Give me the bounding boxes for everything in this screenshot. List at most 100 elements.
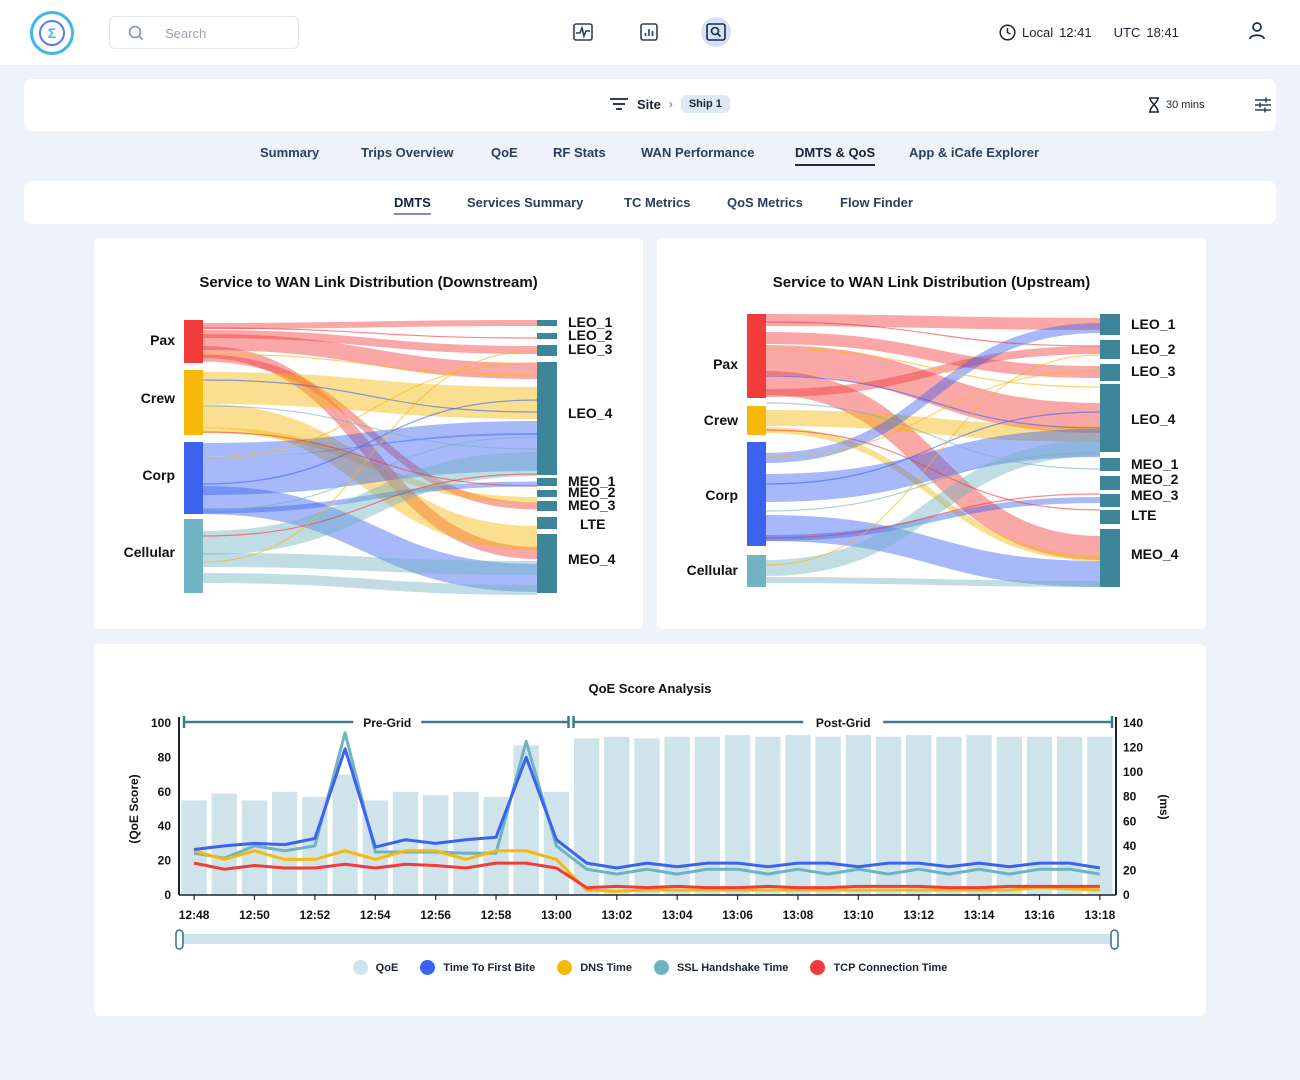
tab-qoe[interactable]: QoE (491, 145, 518, 160)
sankey-upstream-source-label: Pax (713, 356, 738, 372)
chart-legend: QoE Time To First Bite DNS Time SSL Hand… (94, 960, 1206, 975)
sankey-upstream-link (765, 493, 1101, 539)
qoe-bar (332, 774, 358, 895)
legend-item-dns[interactable]: DNS Time (557, 960, 632, 975)
sankey-upstream-target-label: LEO_4 (1131, 411, 1176, 427)
time-range-label: 30 mins (1166, 99, 1205, 111)
clock-display: Local 12:41 UTC 18:41 (999, 24, 1179, 41)
sankey-upstream-target-label: LEO_1 (1131, 316, 1176, 332)
tab-dmts-qos[interactable]: DMTS & QoS (795, 145, 876, 166)
sankey-downstream-title: Service to WAN Link Distribution (Downst… (199, 274, 538, 291)
sankey-downstream-target-label: LEO_4 (568, 405, 613, 421)
sankey-downstream-target-label: LEO_1 (568, 314, 613, 330)
sankey-upstream-source-label: Cellular (687, 562, 739, 578)
chevron-right-icon: › (668, 97, 673, 111)
sankey-upstream-link (765, 321, 1101, 347)
subtab-qos-metrics[interactable]: QoS Metrics (727, 195, 803, 210)
x-tick-label: 12:58 (481, 908, 512, 922)
sankey-downstream-source-node (184, 370, 203, 435)
search-input[interactable] (165, 23, 290, 43)
app-logo[interactable]: Σ (30, 11, 74, 55)
sankey-upstream-target-label: MEO_1 (1131, 456, 1179, 472)
sankey-downstream-link (202, 362, 538, 459)
subtab-services-summary[interactable]: Services Summary (467, 195, 584, 210)
legend-item-tcp[interactable]: TCP Connection Time (810, 960, 947, 975)
subtab-flow-finder[interactable]: Flow Finder (840, 195, 913, 210)
search-box[interactable] (109, 16, 299, 49)
subtab-tc-metrics[interactable]: TC Metrics (624, 195, 691, 210)
y-left-axis-label: (QoE Score) (127, 774, 141, 843)
filter-bar: Site › Ship 1 30 mins (24, 79, 1276, 131)
legend-item-ttfb[interactable]: Time To First Bite (420, 960, 535, 975)
sankey-upstream-target-label: LEO_2 (1131, 341, 1176, 357)
main-tabs: Summary Trips Overview QoE RF Stats WAN … (0, 145, 1300, 169)
sankey-upstream-flow (765, 577, 1101, 587)
tab-wan-performance[interactable]: WAN Performance (641, 145, 755, 160)
activity-icon[interactable] (568, 17, 598, 47)
qoe-bar (755, 736, 781, 895)
y-left-tick-label: 40 (158, 819, 172, 833)
sankey-downstream-target-label: MEO_3 (568, 497, 616, 513)
sankey-upstream-target-node (1100, 494, 1120, 507)
sankey-downstream-target-label: LTE (580, 516, 605, 532)
top-bar: Σ Local 12:41 UTC 18:41 (0, 0, 1300, 65)
sankey-upstream-target-node (1100, 476, 1120, 490)
sankey-upstream-target-label: MEO_3 (1131, 487, 1179, 503)
sankey-downstream-source-label: Pax (150, 332, 175, 348)
sankey-downstream-link (202, 473, 538, 537)
tab-app-icafe-explorer[interactable]: App & iCafe Explorer (909, 145, 1040, 160)
series-line-time-to-first-bite (193, 747, 1101, 870)
sankey-downstream-target-node (537, 320, 557, 326)
qoe-chart-card: QoE Score Analysis 100 80 60 40 20 0 140 120 100… (94, 644, 1206, 1016)
sankey-upstream-target-node (1100, 314, 1120, 335)
series-line-ssl-handshake-time (193, 731, 1101, 876)
sigma-icon: Σ (39, 20, 65, 46)
tab-rf-stats[interactable]: RF Stats (553, 145, 606, 160)
sankey-downstream-target-node (537, 362, 557, 475)
site-label[interactable]: Site (637, 96, 661, 112)
sankey-downstream-link (202, 431, 538, 487)
time-range-slider-handle-right (1110, 929, 1119, 950)
qoe-bar (422, 795, 449, 895)
sankey-upstream-source-node (747, 406, 766, 435)
sankey-downstream-flow (202, 433, 538, 495)
sankey-upstream-target-node (1100, 529, 1120, 587)
sankey-upstream-flow (765, 427, 1101, 561)
x-tick-label: 13:12 (903, 908, 934, 922)
sankey-upstream-link (765, 354, 1101, 566)
sankey-upstream-target-node (1100, 458, 1120, 471)
sankey-downstream-link (202, 379, 538, 413)
sankey-downstream-source-label: Crew (141, 390, 175, 406)
sankey-upstream-link (765, 375, 1101, 429)
sankey-upstream-source-node (747, 555, 766, 587)
x-tick-label: 13:10 (843, 908, 874, 922)
sankey-upstream-target-label: MEO_2 (1131, 471, 1179, 487)
bar-chart-icon[interactable] (634, 17, 664, 47)
sankey-downstream-flow (202, 553, 538, 575)
sankey-upstream-flow (765, 323, 1101, 463)
search-window-icon[interactable] (701, 17, 731, 47)
time-range[interactable]: 30 mins (1148, 97, 1205, 113)
sub-tabs-bar: DMTS Services Summary TC Metrics QoS Met… (24, 181, 1276, 224)
sankey-upstream-link (765, 370, 1101, 458)
sankey-downstream-target-node (537, 333, 557, 339)
sankey-upstream-source-node (747, 442, 766, 546)
sankey-downstream-link (202, 436, 538, 511)
qoe-bar (664, 736, 690, 895)
sankey-downstream-link (202, 353, 538, 376)
sankey-upstream-link (765, 411, 1101, 485)
tab-summary[interactable]: Summary (260, 145, 320, 160)
tab-trips-overview[interactable]: Trips Overview (361, 145, 454, 160)
sankey-downstream-link (202, 405, 538, 450)
user-icon[interactable] (1248, 21, 1266, 46)
filter-icon[interactable] (609, 96, 629, 112)
settings-sliders-icon[interactable] (1254, 96, 1272, 119)
ship-chip[interactable]: Ship 1 (680, 95, 730, 113)
sankey-downstream-target-label: MEO_1 (568, 473, 616, 489)
subtab-dmts[interactable]: DMTS (394, 195, 431, 215)
legend-item-ssl[interactable]: SSL Handshake Time (653, 960, 788, 975)
y-right-tick-label: 20 (1123, 863, 1137, 877)
legend-item-qoe[interactable]: QoE (352, 960, 398, 975)
sankey-downstream-source-label: Cellular (124, 544, 176, 560)
